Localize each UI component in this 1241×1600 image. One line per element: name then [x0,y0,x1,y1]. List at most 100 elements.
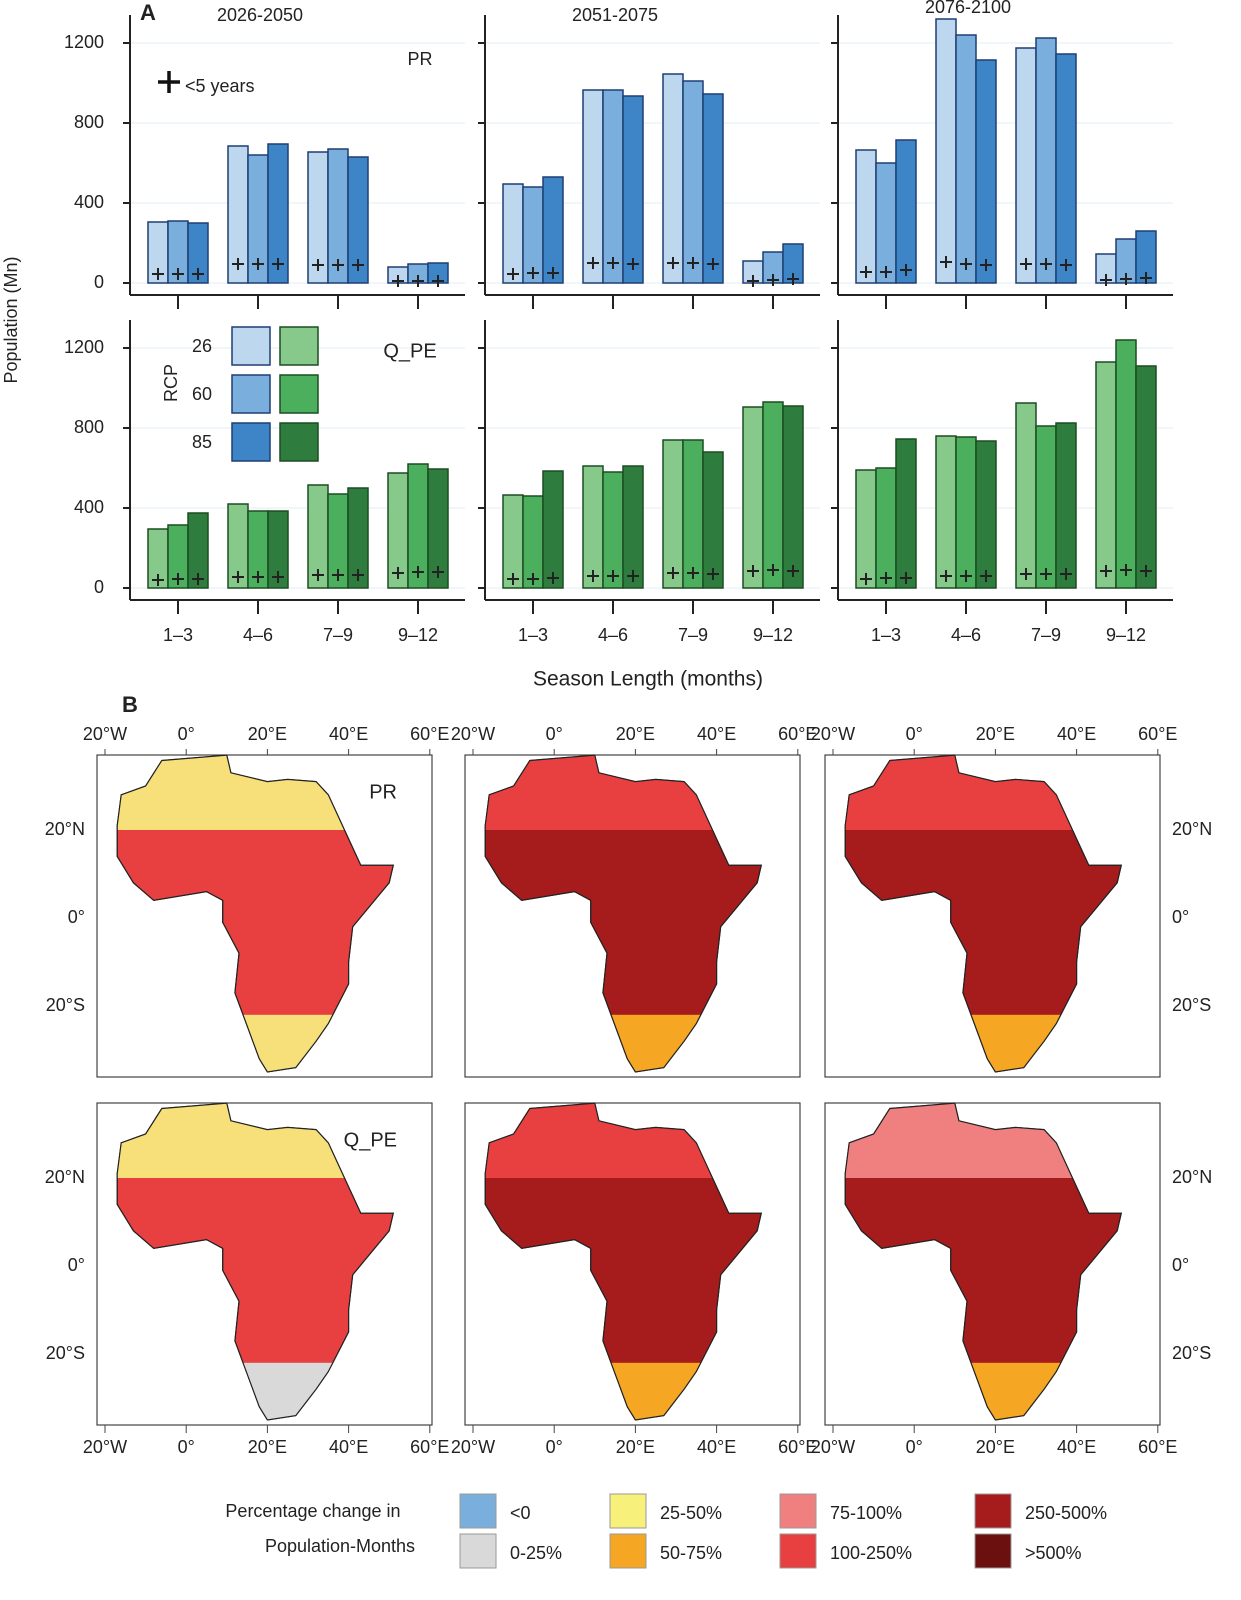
under5-marker [412,275,424,287]
lon-label: 40°E [697,1437,736,1457]
legend-swatch [279,422,319,462]
under5-marker [152,574,164,586]
under5-marker [1100,274,1112,286]
legend-label: 0-25% [510,1543,562,1563]
x-tick-label: 1–3 [163,625,193,645]
bar [682,439,704,589]
legend-swatch [279,326,319,366]
under5-marker [232,258,244,270]
legend-swatch [609,1493,647,1529]
legend-swatch [779,1493,817,1529]
panel-title: 2051-2075 [572,5,658,25]
x-tick-label: 4–6 [951,625,981,645]
under5-marker [860,266,872,278]
lon-label: 20°E [248,1437,287,1457]
lon-label: 20°W [451,724,495,744]
lat-label: 0° [1172,1255,1189,1275]
legend-title: RCP [161,364,181,402]
under5-marker [767,274,779,286]
under5-marker [252,571,264,583]
under5-marker [547,267,559,279]
under5-marker [527,573,539,585]
under5-marker [627,258,639,270]
under5-marker [587,570,599,582]
under5-marker [412,566,424,578]
bar [762,401,784,589]
lon-label: 60°E [778,1437,817,1457]
under5-marker [272,571,284,583]
bar [875,162,897,284]
lon-label: 0° [906,1437,923,1457]
lon-label: 0° [178,724,195,744]
lon-label: 20°W [811,1437,855,1457]
panel-label: B [122,692,138,717]
bar [582,465,604,589]
legend-label: 85 [192,432,212,452]
under5-marker [1060,259,1072,271]
lon-label: 40°E [329,724,368,744]
lon-label: 20°W [811,724,855,744]
bar [782,405,804,589]
lat-label: 20°N [1172,819,1212,839]
lon-label: 20°W [83,1437,127,1457]
lat-label: 0° [1172,907,1189,927]
row-label: PR [407,49,432,69]
bar [662,439,684,589]
under5-marker [232,571,244,583]
bar [1135,365,1157,589]
y-tick-label: 400 [74,497,104,517]
bar [542,176,564,284]
legend-label: 75-100% [830,1503,902,1523]
lat-label: 0° [68,1255,85,1275]
bar [1095,361,1117,589]
bar [622,95,644,284]
x-tick-label: 4–6 [243,625,273,645]
bar [1035,37,1057,284]
bar [1055,53,1077,284]
lat-label: 0° [68,907,85,927]
y-tick-label: 0 [94,272,104,292]
legend-marker [158,71,180,93]
bar [895,438,917,589]
under5-marker [940,256,952,268]
x-tick-label: 7–9 [1031,625,1061,645]
under5-marker [312,259,324,271]
bar [682,80,704,284]
legend-label: <0 [510,1503,531,1523]
lat-label: 20°S [1172,1343,1211,1363]
coast [484,1102,763,1421]
bar [742,406,764,589]
lat-label: 20°S [46,1343,85,1363]
under5-marker [880,266,892,278]
under5-marker [1120,564,1132,576]
lon-label: 60°E [1138,724,1177,744]
lon-label: 40°E [697,724,736,744]
legend-label: 250-500% [1025,1503,1107,1523]
under5-marker [627,570,639,582]
x-tick-label: 9–12 [1106,625,1146,645]
x-tick-label: 1–3 [518,625,548,645]
legend-swatch [459,1493,497,1529]
bar [602,89,624,284]
under5-marker [880,572,892,584]
lon-label: 20°E [976,1437,1015,1457]
legend-label: 50-75% [660,1543,722,1563]
legend-label: >500% [1025,1543,1082,1563]
legend-label: <5 years [185,76,255,96]
bar [1115,339,1137,589]
bar [895,139,917,284]
under5-marker [980,570,992,582]
panel-label: A [140,0,156,25]
lon-label: 60°E [410,1437,449,1457]
lat-label: 20°N [45,819,85,839]
under5-marker [687,257,699,269]
coast [116,1102,395,1421]
under5-marker [1040,258,1052,270]
legend-title: Population-Months [265,1536,415,1556]
x-axis-label: Season Length (months) [533,668,763,691]
bar [1015,47,1037,284]
y-axis-label: Population (Mn) [1,256,21,383]
coast [484,754,763,1073]
under5-marker [980,259,992,271]
legend-swatch [609,1533,647,1569]
